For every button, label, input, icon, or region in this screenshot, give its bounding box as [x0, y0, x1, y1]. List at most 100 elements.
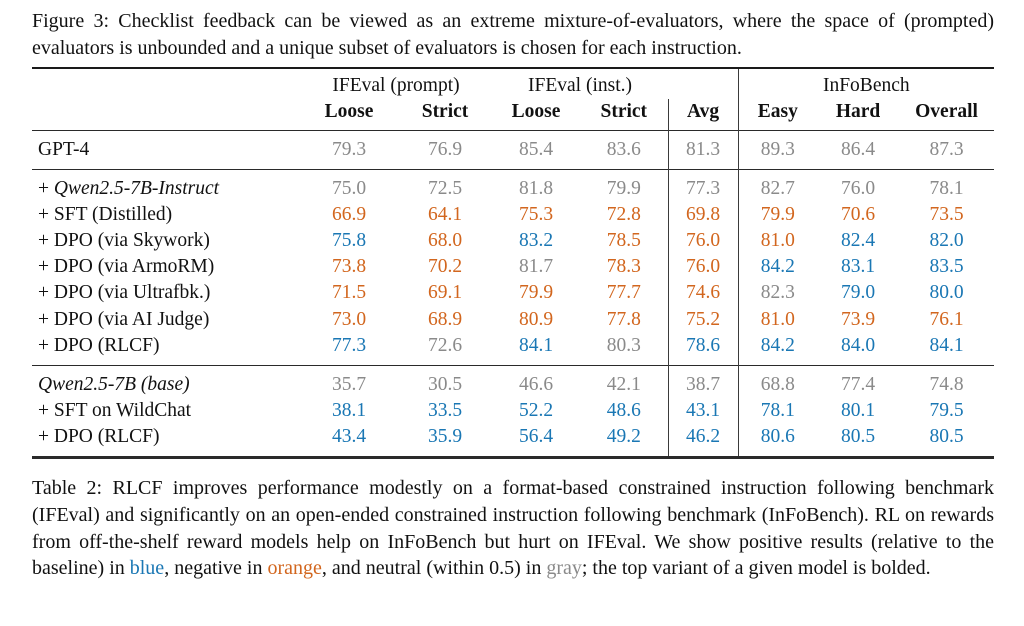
table-row: + DPO (via AI Judge) 73.0 68.9 80.9 77.8 75.2…	[32, 306, 994, 333]
row-label: + DPO (via ArmoRM)	[32, 254, 300, 280]
value-cell: 72.8	[606, 203, 641, 225]
figure-caption: Figure 3: Checklist feedback can be view…	[32, 10, 994, 59]
model-name: DPO (via Ultrafbk.)	[53, 282, 211, 304]
value-cell: 84.2	[737, 254, 818, 281]
column-header: Overall	[915, 101, 978, 123]
value-cell: 38.7	[667, 365, 739, 399]
value-cell: 77.8	[606, 308, 641, 330]
model-name: SFT on WildChat	[53, 400, 192, 422]
value-cell: 46.2	[667, 424, 739, 458]
value-cell: 78.6	[667, 332, 739, 366]
results-table: IFEval (prompt) IFEval (inst.) InFoBench Lo…	[32, 67, 995, 460]
row-label: + DPO (via Skywork)	[32, 228, 300, 254]
value-cell: 42.1	[606, 373, 641, 395]
value-cell: 87.3	[929, 138, 964, 160]
value-cell: 78.5	[606, 230, 641, 252]
value-cell: 52.2	[518, 400, 554, 422]
value-cell: 77.3	[331, 334, 367, 356]
column-header: Easy	[737, 99, 818, 131]
column-group-header	[32, 68, 300, 99]
value-cell: 56.4	[518, 426, 554, 448]
value-cell: 70.6	[840, 203, 876, 225]
value-cell: 69.1	[427, 282, 463, 304]
value-cell: 73.9	[840, 308, 876, 330]
caption-color-word-gray: gray	[546, 557, 582, 580]
value-cell: 74.8	[929, 373, 964, 395]
plus-prefix: +	[38, 400, 54, 422]
table-row: + SFT on WildChat 38.1 33.5 52.2 48.6 43.1 78.…	[32, 398, 994, 425]
caption-text: ; the top variant of a given model is bo…	[581, 557, 931, 580]
table-row: Qwen2.5-7B (base) 35.7 30.5 46.6 42.1 38.7 68.…	[32, 365, 994, 399]
value-cell: 74.6	[667, 280, 739, 307]
value-cell: 85.4	[518, 138, 554, 160]
value-cell: 82.4	[840, 230, 876, 252]
row-label: + DPO (via AI Judge)	[32, 307, 300, 333]
model-name: Qwen2.5-7B-Instruct	[53, 177, 220, 199]
value-cell: 68.0	[427, 230, 463, 252]
value-cell: 35.9	[427, 426, 463, 448]
value-cell: 80.5	[840, 426, 876, 448]
caption-color-word-blue: blue	[129, 557, 165, 580]
model-name: Qwen2.5-7B (base)	[38, 373, 190, 395]
value-cell: 81.7	[518, 256, 554, 278]
model-name: GPT-4	[38, 138, 90, 160]
plus-prefix: +	[38, 308, 54, 330]
value-cell: 80.6	[737, 424, 818, 458]
value-cell: 73.0	[331, 308, 367, 330]
value-cell: 84.1	[518, 334, 554, 356]
value-cell: 43.4	[331, 426, 367, 448]
row-label: + SFT (Distilled)	[32, 202, 300, 228]
value-cell: 73.5	[929, 203, 964, 225]
value-cell: 83.1	[840, 256, 876, 278]
value-cell: 81.8	[518, 177, 554, 199]
value-cell: 76.0	[840, 177, 876, 199]
table-row: + DPO (via Skywork) 75.8 68.0 83.2 78.5 76.0 8…	[32, 228, 994, 255]
model-name: DPO (via AI Judge)	[53, 308, 210, 330]
row-label: + Qwen2.5-7B-Instruct	[32, 169, 300, 202]
column-group-header: IFEval (inst.)	[528, 75, 633, 97]
value-cell: 68.8	[737, 365, 818, 399]
row-label: + SFT on WildChat	[32, 398, 300, 424]
table-header: IFEval (prompt) IFEval (inst.) InFoBench Lo…	[32, 68, 995, 131]
value-cell: 38.1	[331, 400, 367, 422]
plus-prefix: +	[38, 282, 54, 304]
caption-text: Table 2: RLCF improves performance modes…	[32, 477, 994, 580]
value-cell: 79.0	[840, 282, 876, 304]
table-row: + DPO (RLCF) 43.4 35.9 56.4 49.2 46.2 80.6 80.5…	[32, 424, 994, 458]
value-cell: 84.2	[737, 332, 818, 366]
row-label: + DPO (via Ultrafbk.)	[32, 280, 300, 306]
value-cell: 46.6	[518, 373, 554, 395]
model-name: DPO (via ArmoRM)	[53, 256, 215, 278]
model-name: DPO (via Skywork)	[53, 230, 210, 252]
value-cell: 81.3	[667, 130, 739, 170]
value-cell: 82.7	[737, 169, 818, 202]
value-cell: 35.7	[331, 373, 367, 395]
value-cell: 73.8	[331, 256, 367, 278]
column-header: Avg	[667, 99, 739, 131]
value-cell: 75.3	[518, 203, 554, 225]
value-cell: 78.1	[737, 398, 818, 425]
value-cell: 76.1	[929, 308, 964, 330]
value-cell: 79.5	[929, 400, 964, 422]
value-cell: 77.4	[840, 373, 876, 395]
value-cell: 78.3	[606, 256, 641, 278]
plus-prefix: +	[38, 256, 54, 278]
value-cell: 77.3	[667, 169, 739, 202]
caption-text: , and neutral (within 0.5) in	[321, 557, 547, 580]
table-row: + DPO (RLCF) 77.3 72.6 84.1 80.3 78.6 84.2 84.0…	[32, 332, 994, 366]
value-cell: 75.0	[331, 177, 367, 199]
column-header: Strict	[600, 101, 648, 123]
value-cell: 76.0	[667, 228, 739, 255]
row-label: Qwen2.5-7B (base)	[32, 365, 300, 398]
model-name: DPO (RLCF)	[53, 334, 160, 356]
table-row: + DPO (via Ultrafbk.) 71.5 69.1 79.9 77.7 74.…	[32, 280, 994, 307]
column-header: Loose	[324, 101, 374, 123]
value-cell: 83.5	[929, 256, 964, 278]
value-cell: 49.2	[606, 426, 641, 448]
value-cell: 70.2	[427, 256, 463, 278]
value-cell: 79.9	[518, 282, 554, 304]
value-cell: 66.9	[331, 203, 367, 225]
value-cell: 75.8	[331, 230, 367, 252]
row-group: + Qwen2.5-7B-Instruct 75.0 72.5 81.8 79.9 77.…	[32, 169, 995, 366]
